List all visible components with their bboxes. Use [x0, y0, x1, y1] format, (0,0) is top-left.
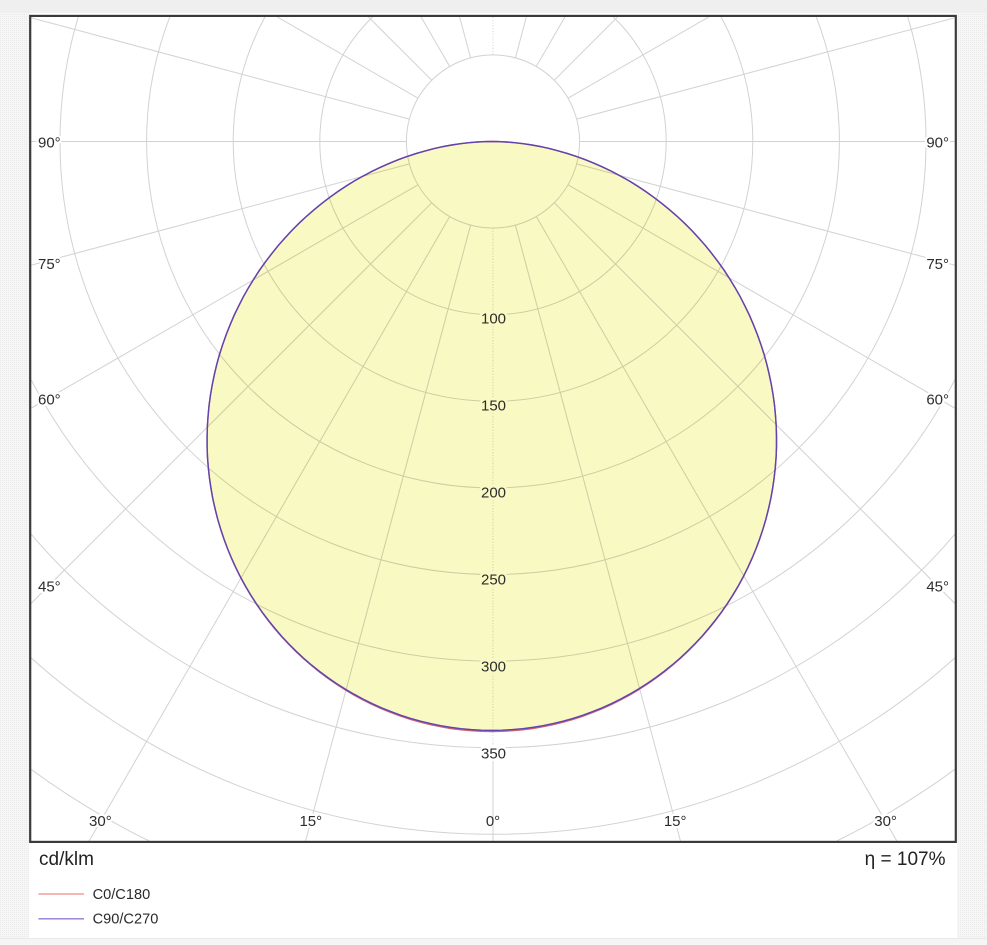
- svg-text:75°: 75°: [926, 256, 949, 273]
- svg-text:60°: 60°: [38, 391, 61, 408]
- svg-text:cd/klm: cd/klm: [39, 849, 94, 870]
- svg-text:90°: 90°: [38, 134, 61, 151]
- svg-text:C90/C270: C90/C270: [93, 912, 159, 928]
- svg-text:45°: 45°: [38, 578, 61, 595]
- svg-text:350: 350: [481, 746, 506, 763]
- svg-text:30°: 30°: [89, 813, 112, 830]
- svg-text:60°: 60°: [926, 391, 949, 408]
- svg-text:90°: 90°: [926, 134, 949, 151]
- svg-text:250: 250: [481, 572, 506, 589]
- svg-text:15°: 15°: [299, 813, 322, 830]
- svg-text:15°: 15°: [664, 813, 687, 830]
- svg-text:150: 150: [481, 398, 506, 415]
- svg-text:300: 300: [481, 659, 506, 676]
- svg-text:30°: 30°: [874, 813, 897, 830]
- svg-text:75°: 75°: [38, 256, 61, 273]
- svg-text:C0/C180: C0/C180: [93, 887, 151, 903]
- svg-text:45°: 45°: [926, 578, 949, 595]
- svg-text:0°: 0°: [486, 813, 500, 830]
- svg-text:η = 107%: η = 107%: [865, 849, 946, 870]
- svg-text:200: 200: [481, 485, 506, 502]
- svg-text:100: 100: [481, 311, 506, 328]
